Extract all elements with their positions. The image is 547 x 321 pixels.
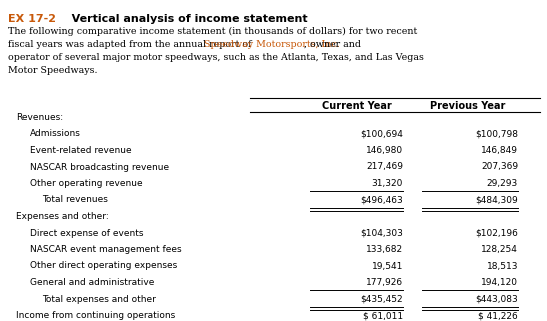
- Text: 217,469: 217,469: [366, 162, 403, 171]
- Text: fiscal years was adapted from the annual report of: fiscal years was adapted from the annual…: [8, 40, 254, 49]
- Text: $102,196: $102,196: [475, 229, 518, 238]
- Text: 146,849: 146,849: [481, 146, 518, 155]
- Text: 18,513: 18,513: [486, 262, 518, 271]
- Text: Vertical analysis of income statement: Vertical analysis of income statement: [60, 14, 307, 24]
- Text: EX 17-2: EX 17-2: [8, 14, 56, 24]
- Text: 128,254: 128,254: [481, 245, 518, 254]
- Text: The following comparative income statement (in thousands of dollars) for two rec: The following comparative income stateme…: [8, 27, 417, 36]
- Text: 133,682: 133,682: [366, 245, 403, 254]
- Text: 146,980: 146,980: [366, 146, 403, 155]
- Text: NASCAR broadcasting revenue: NASCAR broadcasting revenue: [30, 162, 169, 171]
- Text: Motor Speedways.: Motor Speedways.: [8, 66, 97, 75]
- Text: 31,320: 31,320: [371, 179, 403, 188]
- Text: 194,120: 194,120: [481, 278, 518, 287]
- Text: Other direct operating expenses: Other direct operating expenses: [30, 262, 177, 271]
- Text: $496,463: $496,463: [360, 195, 403, 204]
- Text: Direct expense of events: Direct expense of events: [30, 229, 143, 238]
- Text: operator of several major motor speedways, such as the Atlanta, Texas, and Las V: operator of several major motor speedway…: [8, 53, 424, 62]
- Text: Income from continuing operations: Income from continuing operations: [16, 311, 175, 320]
- Text: $100,694: $100,694: [360, 129, 403, 138]
- Text: $435,452: $435,452: [360, 294, 403, 303]
- Text: Current Year: Current Year: [322, 101, 392, 111]
- Text: , owner and: , owner and: [305, 40, 362, 49]
- Text: $484,309: $484,309: [475, 195, 518, 204]
- Text: $ 61,011: $ 61,011: [363, 311, 403, 320]
- Text: Other operating revenue: Other operating revenue: [30, 179, 143, 188]
- Text: $ 41,226: $ 41,226: [478, 311, 518, 320]
- Text: General and administrative: General and administrative: [30, 278, 154, 287]
- Text: NASCAR event management fees: NASCAR event management fees: [30, 245, 182, 254]
- Text: Speedway Motorsports, Inc.: Speedway Motorsports, Inc.: [205, 40, 340, 49]
- Text: $443,083: $443,083: [475, 294, 518, 303]
- Text: Admissions: Admissions: [30, 129, 81, 138]
- Text: 207,369: 207,369: [481, 162, 518, 171]
- Text: 177,926: 177,926: [366, 278, 403, 287]
- Text: Total expenses and other: Total expenses and other: [42, 294, 156, 303]
- Text: 29,293: 29,293: [487, 179, 518, 188]
- Text: 19,541: 19,541: [371, 262, 403, 271]
- Text: Revenues:: Revenues:: [16, 113, 63, 122]
- Text: Previous Year: Previous Year: [430, 101, 505, 111]
- Text: $104,303: $104,303: [360, 229, 403, 238]
- Text: Event-related revenue: Event-related revenue: [30, 146, 132, 155]
- Text: Expenses and other:: Expenses and other:: [16, 212, 109, 221]
- Text: $100,798: $100,798: [475, 129, 518, 138]
- Text: Total revenues: Total revenues: [42, 195, 108, 204]
